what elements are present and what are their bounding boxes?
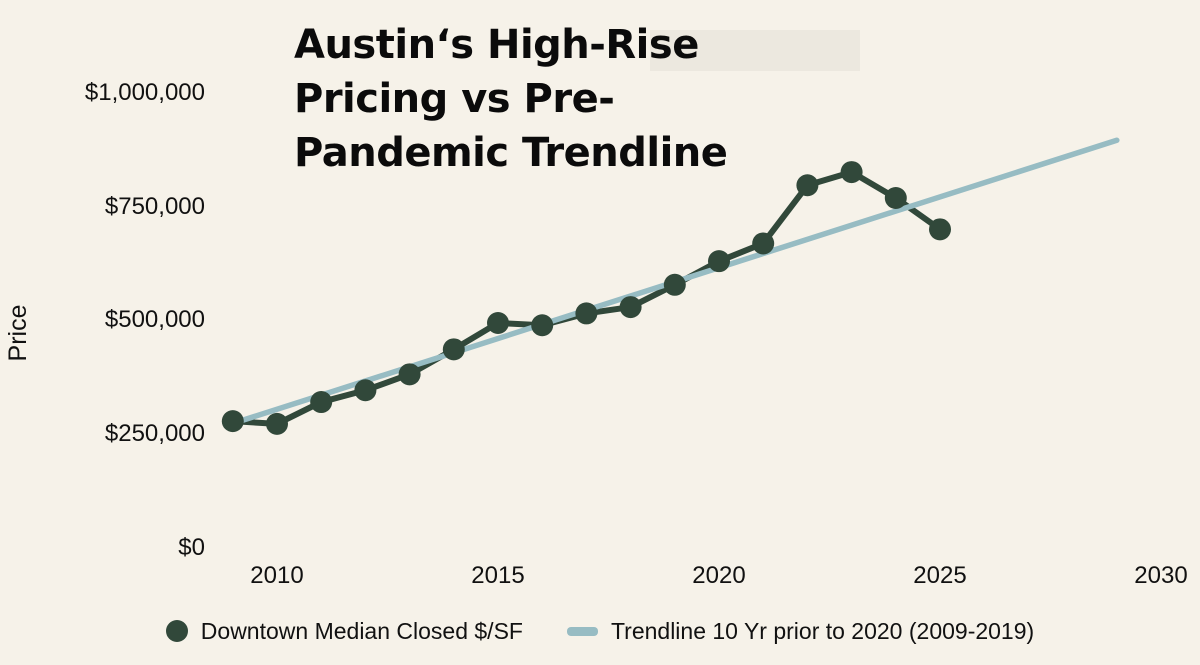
chart-title-line: Austin‘s High-Rise [294, 22, 699, 68]
y-tick-label: $0 [178, 533, 205, 561]
data-point [221, 410, 244, 433]
data-point [796, 174, 819, 197]
legend-item-series: Downtown Median Closed $/SF [165, 617, 523, 645]
x-tick-label: 2025 [913, 562, 967, 589]
series-dot-marker-icon [165, 620, 188, 642]
data-point [487, 311, 509, 334]
data-point [266, 412, 288, 435]
data-point [840, 161, 863, 184]
data-point [575, 302, 598, 325]
x-tick-label: 2030 [1134, 562, 1188, 589]
y-tick-label: $1,000,000 [84, 79, 205, 106]
data-point [929, 218, 951, 241]
x-tick-label: 2015 [471, 562, 525, 589]
data-point [708, 250, 730, 273]
trendline-marker-icon [566, 626, 598, 636]
data-point [619, 296, 642, 319]
data-point [752, 232, 775, 255]
chart-title-line: Pandemic Trendline [294, 130, 728, 176]
chart-title: Austin‘s High-Rise Pricing vs Pre- Pande… [294, 18, 728, 180]
data-point [663, 273, 686, 296]
y-tick-label: $750,000 [104, 192, 205, 220]
data-point [310, 391, 333, 414]
y-tick-label: $250,000 [104, 419, 205, 447]
title-highlight-box [650, 30, 860, 71]
data-point [398, 363, 421, 386]
series-line [229, 169, 943, 427]
data-point [884, 186, 907, 209]
y-tick-label: $500,000 [104, 306, 205, 334]
legend-item-trendline: Trendline 10 Yr prior to 2020 (2009-2019… [566, 617, 1035, 645]
x-tick-label: 2020 [692, 562, 746, 589]
data-point [531, 314, 554, 337]
legend-label: Trendline 10 Yr prior to 2020 (2009-2019… [610, 617, 1035, 644]
legend-label: Downtown Median Closed $/SF [200, 617, 523, 644]
data-point [354, 379, 377, 402]
chart-title-line: Pricing vs Pre- [294, 76, 615, 122]
data-point [442, 338, 465, 361]
legend: Downtown Median Closed $/SF Trendline 10… [0, 610, 1200, 652]
x-tick-label: 2010 [250, 562, 304, 589]
